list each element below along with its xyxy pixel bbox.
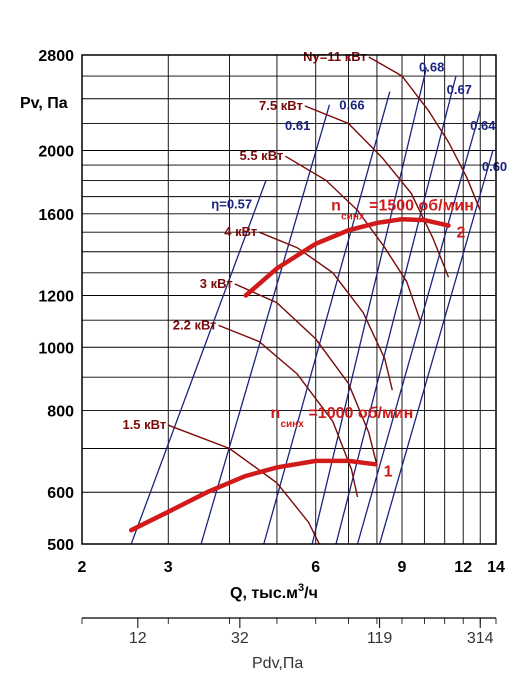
power-label-1-5: 1.5 кВт	[122, 417, 166, 432]
y-tick-label: 1200	[38, 289, 74, 306]
power-line	[368, 56, 481, 211]
y-tick-label: 2000	[38, 144, 74, 161]
pdv-tick-label: 314	[467, 630, 494, 647]
plot-frame	[81, 54, 497, 545]
y-tick-label: 800	[47, 404, 74, 421]
power-label-2-2: 2.2 кВт	[173, 317, 217, 332]
pdv-tick-label: 32	[231, 630, 249, 647]
pdv-axis: 12 32 119 314	[81, 617, 497, 647]
power-line	[284, 155, 421, 321]
efficiency-line	[335, 75, 457, 545]
efficiency-line	[311, 67, 428, 545]
rpm-curve-id: 2	[457, 225, 466, 242]
efficiency-label: 0.67	[447, 82, 472, 97]
rpm-label-n: n	[331, 197, 341, 214]
efficiency-lines: η=0.57 0.61 0.66 0.680.67 0.64 0.60	[130, 60, 507, 545]
efficiency-line	[263, 91, 391, 545]
power-lines: 1.5 кВт 2.2 кВт 3 кВт 4 кВт 5.5 кВт 7.5 кВт Ny…	[122, 49, 481, 545]
y-tick-label: 600	[47, 485, 74, 502]
x-tick-label: 14	[487, 559, 505, 576]
x-tick-labels: 2 3 6 9 12 14	[78, 559, 505, 576]
efficiency-line	[200, 104, 331, 545]
rpm-label-sub: синх	[341, 211, 365, 222]
power-line	[258, 231, 393, 391]
efficiency-label: 0.60	[482, 159, 507, 174]
power-line	[234, 283, 378, 466]
rpm-label-n: n	[270, 405, 280, 422]
y-tick-label: 1600	[38, 207, 74, 224]
power-line	[168, 424, 320, 545]
rpm-label-value: =1000 об/мин	[308, 405, 413, 422]
y-tick-label: 500	[47, 537, 74, 554]
x-axis-title: Q, тыс.м3/ч	[230, 582, 318, 602]
power-label-7-5: 7.5 кВт	[259, 98, 303, 113]
x-tick-label: 2	[78, 559, 87, 576]
rpm-label-sub: синх	[280, 419, 304, 430]
power-line	[218, 324, 359, 498]
power-label-3: 3 кВт	[200, 276, 233, 291]
efficiency-label: 0.66	[339, 98, 364, 113]
pdv-axis-title: Pdv,Па	[252, 655, 303, 672]
efficiency-line	[130, 180, 267, 545]
y-tick-label: 1000	[38, 340, 74, 357]
x-tick-label: 3	[164, 559, 173, 576]
efficiency-line	[356, 110, 481, 545]
efficiency-label: η=0.57	[211, 197, 252, 212]
rpm-curve-1	[128, 458, 378, 533]
rpm-curve-2	[243, 216, 451, 298]
y-axis-title: Pv, Па	[20, 95, 68, 112]
rpm-label-value: =1500 об/мин	[369, 197, 474, 214]
x-tick-label: 6	[311, 559, 320, 576]
power-line	[304, 105, 450, 278]
pdv-tick-label: 119	[367, 630, 393, 647]
power-label-5-5: 5.5 кВт	[240, 148, 284, 163]
rpm-curve-id: 1	[384, 463, 393, 480]
x-tick-label: 9	[398, 559, 407, 576]
power-label-ny-11: Ny=11 кВт	[303, 49, 367, 64]
y-tick-label: 2800	[38, 48, 74, 65]
efficiency-line	[378, 150, 494, 545]
power-label-4: 4 кВт	[224, 224, 257, 239]
x-tick-label: 12	[454, 559, 472, 576]
pdv-tick-label: 12	[129, 630, 147, 647]
y-tick-labels: 500 600 800 1000 1200 1600 2000 2800	[38, 48, 74, 554]
efficiency-label: 0.64	[470, 118, 496, 133]
efficiency-label: 0.68	[419, 60, 444, 75]
efficiency-label: 0.61	[285, 118, 310, 133]
